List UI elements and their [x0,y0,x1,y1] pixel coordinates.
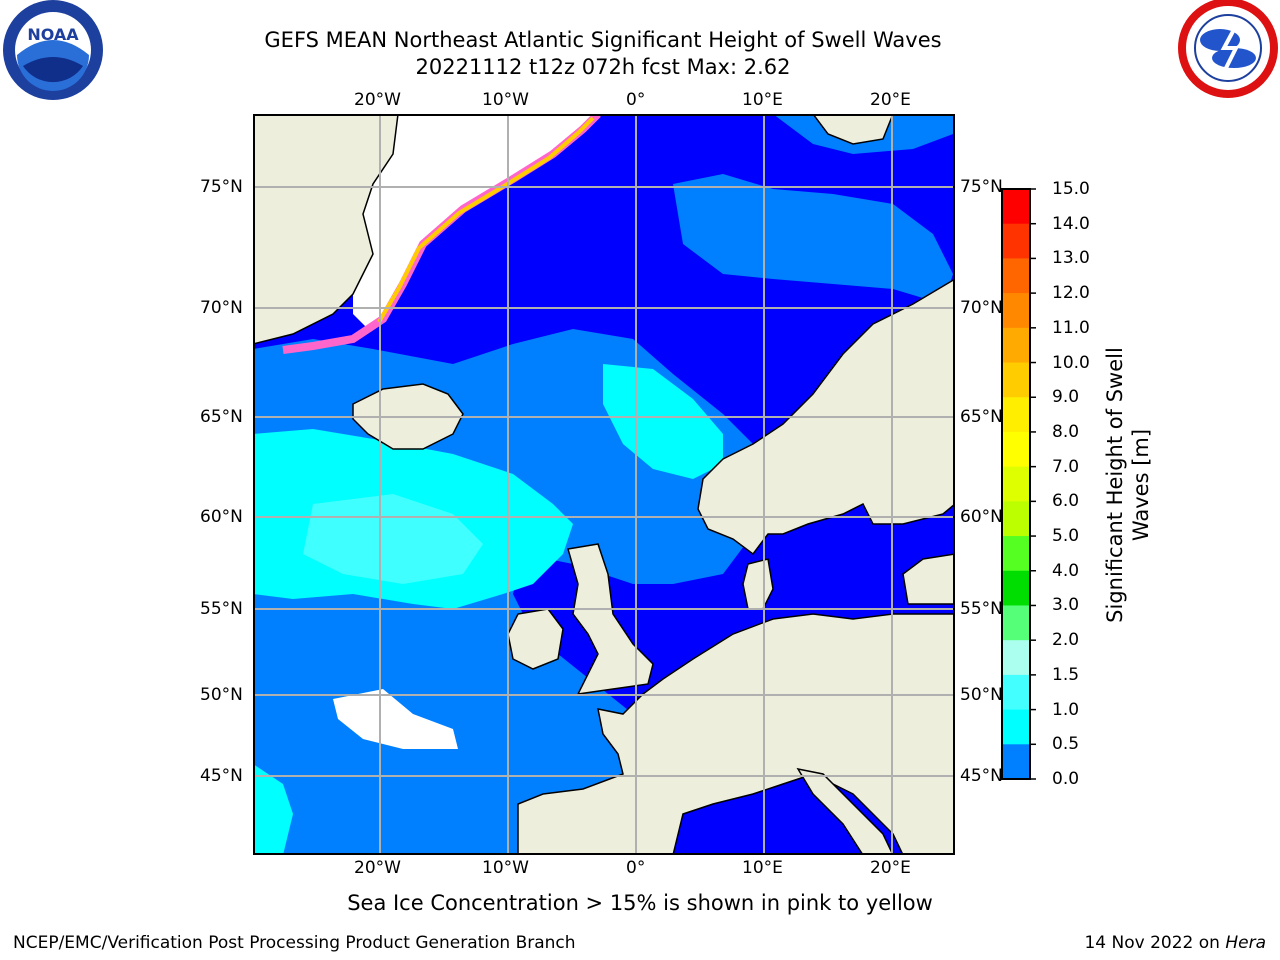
colorbar-tick-label: 11.0 [1052,317,1090,338]
graticule [253,114,955,855]
no-data-area-greenland [353,114,593,329]
colorbar-segment [1002,466,1030,502]
footer-host: Hera [1225,933,1266,953]
colorbar [1001,188,1036,780]
colorbar-segment [1002,570,1030,606]
lat-tick-right-65n: 65°N [960,407,1003,427]
colorbar-tick-label: 4.0 [1052,560,1080,581]
lat-tick-right-55n: 55°N [960,599,1003,619]
colorbar-tick-label: 8.0 [1052,421,1080,442]
colorbar-tick-label: 6.0 [1052,491,1080,512]
colorbar-tick-label: 0.5 [1052,734,1080,755]
land-ireland [507,608,564,670]
lon-tick-bottom-0: 0° [626,858,646,878]
lat-tick-left-65n: 65°N [200,407,243,427]
swell-band-1-15-south [253,764,293,855]
colorbar-segment [1002,397,1030,433]
colorbar-tick-label: 14.0 [1052,213,1090,234]
colorbar-tick-label: 2.0 [1052,630,1080,651]
lon-tick-top-20w: 20°W [354,90,401,110]
colorbar-segment [1002,293,1030,329]
land-greenland [253,114,399,345]
colorbar-segment [1002,258,1030,294]
sea-ice-note: Sea Ice Concentration > 15% is shown in … [347,891,933,915]
footer-date: 14 Nov 2022 on Hera [1084,933,1266,953]
colorbar-tick-label: 7.0 [1052,456,1080,477]
colorbar-segment [1002,501,1030,537]
lat-tick-right-70n: 70°N [960,298,1003,318]
colorbar-tick-label: 13.0 [1052,248,1090,269]
colorbar-segment [1002,605,1030,641]
land-svalbard [812,114,894,145]
lat-tick-right-60n: 60°N [960,507,1003,527]
footer-date-text: 14 Nov 2022 on [1084,933,1220,953]
colorbar-segment [1002,744,1030,780]
colorbar-tick-label: 12.0 [1052,283,1090,304]
sea-ice-edge-inner [377,116,595,324]
lat-tick-right-45n: 45°N [960,766,1003,786]
map-panel [253,114,955,855]
colorbar-tick-label: 0.0 [1052,769,1080,789]
lat-tick-right-75n: 75°N [960,177,1003,197]
colorbar-tick-label: 10.0 [1052,352,1090,373]
lon-tick-top-10w: 10°W [482,90,529,110]
nws-logo [1178,0,1278,98]
lat-tick-left-60n: 60°N [200,507,243,527]
lat-tick-left-70n: 70°N [200,298,243,318]
lat-tick-left-45n: 45°N [200,766,243,786]
lon-tick-top-0: 0° [626,90,646,110]
footer-credit: NCEP/EMC/Verification Post Processing Pr… [13,933,576,953]
swell-band-1-15-norway [603,364,723,479]
chart-title: GEFS MEAN Northeast Atlantic Significant… [264,28,942,52]
lon-tick-bottom-10e: 10°E [742,858,783,878]
chart-subtitle: 20221112 t12z 072h fcst Max: 2.62 [415,55,791,79]
colorbar-tick-label: 3.0 [1052,595,1080,616]
colorbar-segment [1002,536,1030,572]
lat-tick-right-50n: 50°N [960,685,1003,705]
land-italy [796,767,894,855]
colorbar-segment [1002,709,1030,745]
lon-tick-top-20e: 20°E [870,90,911,110]
lon-tick-bottom-20w: 20°W [354,858,401,878]
colorbar-segment [1002,223,1030,259]
lat-tick-left-75n: 75°N [200,177,243,197]
colorbar-segment [1002,362,1030,398]
lat-tick-left-50n: 50°N [200,685,243,705]
colorbar-tick-label: 15.0 [1052,179,1090,199]
colorbar-tick-label: 1.0 [1052,699,1080,720]
colorbar-segment [1002,640,1030,676]
land-great-britain [567,543,654,695]
colorbar-segment [1002,327,1030,364]
colorbar-label: Significant Height of Swell Waves [m] [1103,347,1153,623]
colorbar-tick-label: 1.5 [1052,664,1080,685]
lat-tick-left-55n: 55°N [200,599,243,619]
colorbar-tick-label: 9.0 [1052,387,1080,408]
colorbar-segment [1002,674,1030,711]
no-data-area-atlantic [333,689,458,749]
lon-tick-bottom-10w: 10°W [482,858,529,878]
swell-band-05-1-arctic [673,174,953,304]
noaa-logo: NOAA [3,0,103,100]
land-baltic-states [902,553,955,605]
colorbar-segment [1002,431,1030,468]
noaa-logo-text: NOAA [27,25,79,44]
colorbar-segment [1002,189,1030,225]
colorbar-tick-label: 5.0 [1052,526,1080,547]
lon-tick-top-10e: 10°E [742,90,783,110]
lon-tick-bottom-20e: 20°E [870,858,911,878]
